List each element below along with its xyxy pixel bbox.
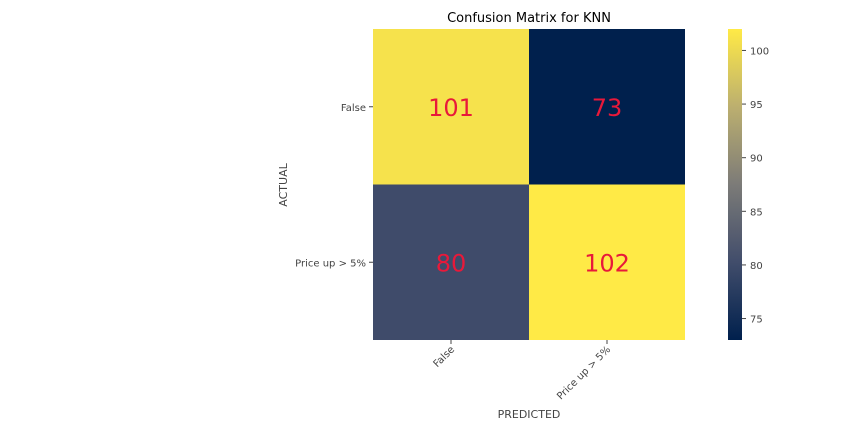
y-tick-label: False bbox=[341, 103, 366, 114]
y-axis-ticks: False Price up > 5% bbox=[295, 103, 373, 269]
x-tick-label: Price up > 5% bbox=[555, 344, 613, 402]
colorbar-tick-label: 100 bbox=[750, 46, 769, 57]
cell-value-label: 80 bbox=[436, 249, 467, 277]
colorbar-tick-label: 85 bbox=[750, 207, 763, 218]
x-axis-label: PREDICTED bbox=[498, 408, 561, 421]
cell-value-label: 102 bbox=[584, 249, 630, 277]
chart-title: Confusion Matrix for KNN bbox=[447, 11, 611, 26]
y-axis-label: ACTUAL bbox=[277, 162, 290, 206]
colorbar-tick-label: 90 bbox=[750, 154, 763, 165]
cell-value-label: 101 bbox=[428, 94, 474, 122]
y-tick-label: Price up > 5% bbox=[295, 258, 366, 269]
heatmap-grid: 101 73 80 102 bbox=[373, 29, 685, 340]
heatmap-cell bbox=[373, 29, 529, 185]
colorbar-tick-label: 80 bbox=[750, 261, 763, 272]
cell-value-label: 73 bbox=[592, 94, 623, 122]
colorbar-tick-label: 75 bbox=[750, 315, 763, 326]
heatmap-cell bbox=[373, 184, 529, 340]
heatmap-cell bbox=[529, 29, 685, 185]
heatmap-cell bbox=[529, 184, 685, 340]
x-axis-ticks: False Price up > 5% bbox=[432, 340, 613, 402]
colorbar bbox=[728, 29, 742, 340]
colorbar-ticks: 75 80 85 90 95 100 bbox=[742, 46, 769, 326]
x-tick-label: False bbox=[432, 344, 458, 370]
colorbar-tick-label: 95 bbox=[750, 100, 763, 111]
